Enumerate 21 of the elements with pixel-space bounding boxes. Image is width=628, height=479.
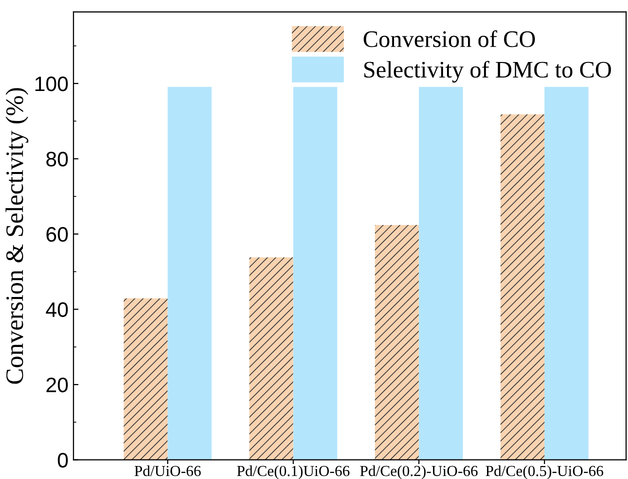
- x-tick-label: Pd/Ce(0.2)-UiO-66: [360, 465, 478, 479]
- bar: [293, 86, 338, 460]
- legend-label: Selectivity of DMC to CO: [364, 60, 611, 83]
- x-tick-label: Pd/Ce(0.5)-UiO-66: [486, 465, 604, 479]
- y-tick-label: 20: [46, 378, 68, 392]
- bar: [124, 298, 168, 460]
- y-tick-label: 40: [46, 302, 68, 318]
- y-tick-label: 100: [35, 76, 68, 92]
- legend-label: Conversion of CO: [364, 30, 535, 48]
- bar: [418, 86, 463, 460]
- bar: [500, 114, 544, 460]
- bar: [249, 257, 294, 460]
- bar: [544, 86, 588, 460]
- y-tick-label: 60: [46, 227, 68, 242]
- y-axis-title: Conversion & Selectivity (%): [6, 88, 28, 384]
- x-tick-label: Pd/Ce(0.1)UiO-66: [237, 465, 350, 479]
- y-tick-label: 80: [46, 152, 68, 167]
- bar: [374, 224, 419, 460]
- y-tick-label: 0: [58, 452, 68, 468]
- bar: [168, 86, 212, 460]
- x-tick-label: Pd/UiO-66: [134, 465, 201, 476]
